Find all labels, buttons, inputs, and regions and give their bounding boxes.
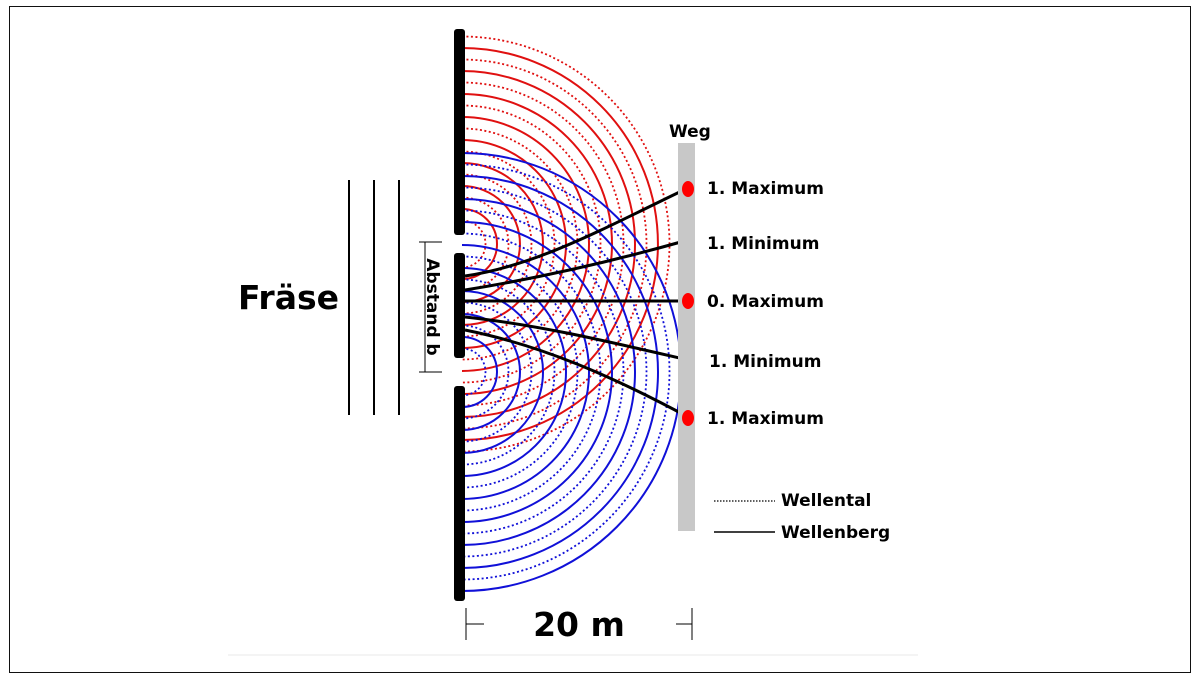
upper-slit-wave-arc	[461, 219, 487, 269]
distance-marker	[465, 608, 693, 640]
fringe-label: 1. Maximum	[707, 409, 824, 429]
upper-slit-wave-arc	[461, 173, 533, 315]
maximum-marker-bottom	[682, 410, 694, 426]
path-line	[464, 328, 689, 419]
incoming-wavefronts	[348, 180, 400, 415]
upper-slit-wave-arc	[461, 150, 556, 338]
lower-slit-wave-arc	[461, 163, 671, 581]
lower-slit-wave-arc	[461, 324, 510, 420]
lower-slit-wave-arc	[461, 175, 659, 569]
upper-slit-wave-arc	[461, 208, 498, 280]
wave-arcs	[461, 35, 682, 592]
fringe-label: 1. Maximum	[707, 179, 824, 199]
legend-crest-label: Wellenberg	[781, 523, 890, 543]
lower-slit-wave-arc	[461, 267, 567, 477]
lower-slit-wave-arc	[461, 347, 487, 397]
upper-slit-wave-arc	[461, 47, 659, 441]
legend-trough-label: Wellental	[781, 491, 871, 511]
maximum-markers	[682, 181, 694, 426]
fringe-label: 1. Minimum	[709, 352, 821, 372]
upper-slit-wave-arc	[461, 185, 521, 303]
upper-slit-wave-arc	[461, 162, 544, 326]
barrier-bottom	[454, 386, 465, 601]
lower-slit-wave-arc	[461, 290, 544, 454]
slit-spacing-marker	[419, 241, 442, 373]
slit-spacing-label: Abstand b	[422, 258, 442, 355]
upper-slit-wave-arc	[461, 196, 510, 292]
upper-slit-wave-arc	[461, 104, 602, 384]
screen-label: Weg	[669, 122, 711, 142]
upper-slit-wave-arc	[461, 58, 648, 430]
path-line	[464, 315, 689, 362]
lower-slit-wave-arc	[461, 186, 648, 558]
source-label: Fräse	[238, 278, 339, 317]
lower-slit-wave-arc	[461, 255, 579, 489]
barrier	[454, 29, 465, 601]
lower-slit-wave-arc	[461, 232, 602, 512]
barrier-top	[454, 29, 465, 235]
fringe-label: 1. Minimum	[707, 234, 819, 254]
lower-slit-wave-arc	[461, 198, 636, 546]
lower-slit-wave-arc	[461, 209, 625, 535]
path-lines	[464, 186, 689, 419]
maximum-marker-center	[682, 293, 694, 309]
legend: Wellental Wellenberg	[714, 491, 890, 543]
lower-slit-wave-arc	[461, 152, 682, 592]
lower-slit-wave-arc	[461, 221, 613, 523]
fringe-labels: 1. Maximum 1. Minimum 0. Maximum 1. Mini…	[707, 179, 824, 429]
lower-slit-wave-arc	[461, 278, 556, 466]
path-line	[464, 186, 689, 278]
lower-slit-wave-arc	[461, 244, 590, 500]
distance-label: 20 m	[533, 605, 625, 644]
barrier-middle	[454, 253, 465, 358]
lower-slit-wave-arc	[461, 301, 533, 443]
upper-slit-wave-arc	[461, 70, 636, 418]
upper-slit-wave-arc	[461, 116, 590, 372]
screen	[678, 143, 695, 531]
fringe-label: 0. Maximum	[707, 292, 824, 312]
lower-slit-wave-arc	[461, 336, 498, 408]
maximum-marker-top	[682, 181, 694, 197]
upper-slit-wave-arc	[461, 81, 625, 407]
path-line	[464, 238, 689, 292]
